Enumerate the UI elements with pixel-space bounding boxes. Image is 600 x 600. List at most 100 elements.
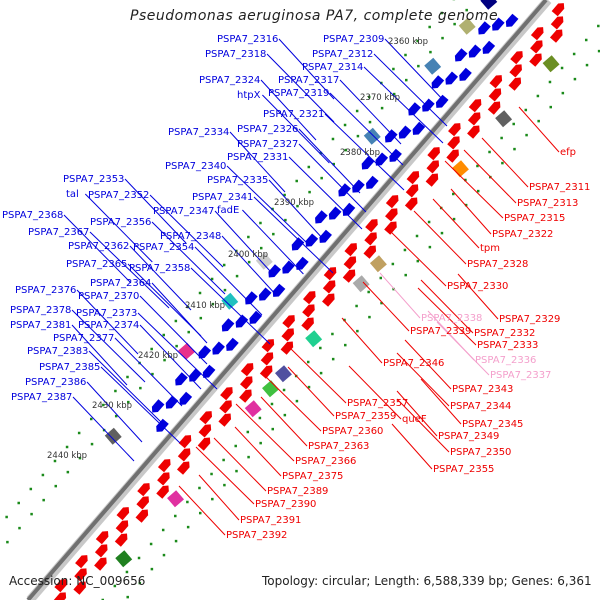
tick-dot xyxy=(367,290,370,294)
leader-line xyxy=(214,210,271,272)
tick-dot xyxy=(211,497,214,501)
tick-dot xyxy=(416,259,420,263)
reverse-gene xyxy=(94,544,108,558)
tick-dot xyxy=(573,77,577,81)
reverse-gene xyxy=(365,219,378,233)
forward-gene-label: PSPA7_2334 xyxy=(168,127,229,138)
kbp-tick-label: 2410 kbp xyxy=(185,301,225,311)
tick-dot xyxy=(452,217,456,221)
tick-dot xyxy=(150,347,153,351)
tick-dot xyxy=(127,400,130,404)
tick-dot xyxy=(138,581,142,585)
feature-box xyxy=(480,0,498,10)
tick-dot xyxy=(222,263,226,267)
tick-dot xyxy=(464,178,467,182)
forward-gene xyxy=(338,183,351,197)
tick-dot xyxy=(102,403,105,407)
leader-line xyxy=(129,245,192,311)
tick-dot xyxy=(246,430,250,434)
reverse-gene-label: tpm xyxy=(480,243,500,254)
tick-dot xyxy=(41,473,45,477)
forward-gene-label: PSPA7_2365 xyxy=(66,259,127,270)
forward-gene-label: PSPA7_2335 xyxy=(207,175,268,186)
reverse-gene xyxy=(487,101,501,115)
leader-line xyxy=(89,231,170,309)
reverse-gene xyxy=(157,459,171,473)
tick-dot xyxy=(356,134,360,138)
tick-dot xyxy=(174,539,178,543)
reverse-gene-label: PSPA7_2345 xyxy=(462,419,523,430)
forward-gene-label: PSPA7_2321 xyxy=(263,109,324,120)
leader-line xyxy=(190,267,271,345)
leader-line xyxy=(417,287,477,346)
reverse-gene-label: PSPA7_2339 xyxy=(410,326,471,337)
reverse-gene xyxy=(54,579,67,593)
reverse-gene-label: queF xyxy=(402,414,427,425)
forward-gene xyxy=(226,337,239,351)
tick-dot xyxy=(186,500,189,504)
forward-gene xyxy=(156,418,169,432)
leader-line xyxy=(387,228,447,287)
reverse-gene xyxy=(549,29,563,43)
tick-dot xyxy=(440,231,444,235)
reverse-gene-label: PSPA7_2375 xyxy=(282,471,343,482)
tick-dot xyxy=(597,24,600,28)
forward-gene-label: PSPA7_2386 xyxy=(25,377,86,388)
forward-gene-label: PSPA7_2319 xyxy=(268,88,329,99)
leader-line xyxy=(151,282,208,344)
reverse-gene xyxy=(447,136,460,150)
reverse-gene-label: PSPA7_2332 xyxy=(474,328,535,339)
leader-line xyxy=(420,279,474,334)
reverse-gene xyxy=(385,208,398,222)
reverse-gene xyxy=(157,472,170,486)
tick-dot xyxy=(380,106,384,110)
leader-line xyxy=(287,366,335,417)
tick-dot xyxy=(270,402,274,406)
leader-line xyxy=(457,273,499,320)
tick-dot xyxy=(403,248,407,252)
feature-box xyxy=(451,160,469,178)
reverse-gene xyxy=(95,531,109,545)
tick-dot xyxy=(5,515,8,519)
forward-gene-label: PSPA7_2340 xyxy=(165,161,226,172)
tick-dot xyxy=(296,204,299,208)
forward-gene-label: PSPA7_2318 xyxy=(205,49,266,60)
leader-line xyxy=(127,263,202,337)
reverse-gene xyxy=(53,592,67,600)
pseudogene-label: PSPA7_2337 xyxy=(490,370,551,381)
forward-gene-label: PSPA7_2352 xyxy=(88,190,149,201)
leader-line xyxy=(396,390,438,437)
forward-gene xyxy=(389,148,402,162)
tick-dot xyxy=(429,50,432,54)
forward-gene-label: PSPA7_2309 xyxy=(323,34,384,45)
leader-line xyxy=(379,272,421,319)
feature-box xyxy=(424,57,442,75)
reverse-gene xyxy=(488,88,502,102)
leader-line xyxy=(339,79,402,145)
tick-dot xyxy=(114,389,117,393)
leader-line xyxy=(253,196,334,274)
reverse-gene xyxy=(426,160,440,174)
reverse-gene xyxy=(177,448,191,462)
reverse-gene-label: PSPA7_2359 xyxy=(335,411,396,422)
tick-dot xyxy=(549,105,552,109)
leader-line xyxy=(151,221,226,295)
leader-line xyxy=(432,198,480,249)
leader-line xyxy=(221,235,278,297)
reverse-gene xyxy=(75,555,88,569)
tick-dot xyxy=(150,567,154,571)
tick-dot xyxy=(30,512,33,516)
reverse-gene-label: PSPA7_2363 xyxy=(308,441,369,452)
reverse-gene-label: PSPA7_2322 xyxy=(492,229,553,240)
reverse-gene xyxy=(427,147,440,161)
tick-dot xyxy=(174,319,178,323)
tick-dot xyxy=(355,109,359,113)
tick-dot xyxy=(319,371,323,375)
feature-box xyxy=(495,110,513,128)
reverse-gene xyxy=(302,304,315,318)
tick-dot xyxy=(307,165,311,169)
forward-gene-label: PSPA7_2353 xyxy=(63,174,124,185)
genome-summary-text: Topology: circular; Length: 6,588,339 bp… xyxy=(262,574,592,588)
reverse-gene-label: PSPA7_2355 xyxy=(433,464,494,475)
leader-line xyxy=(139,324,202,390)
